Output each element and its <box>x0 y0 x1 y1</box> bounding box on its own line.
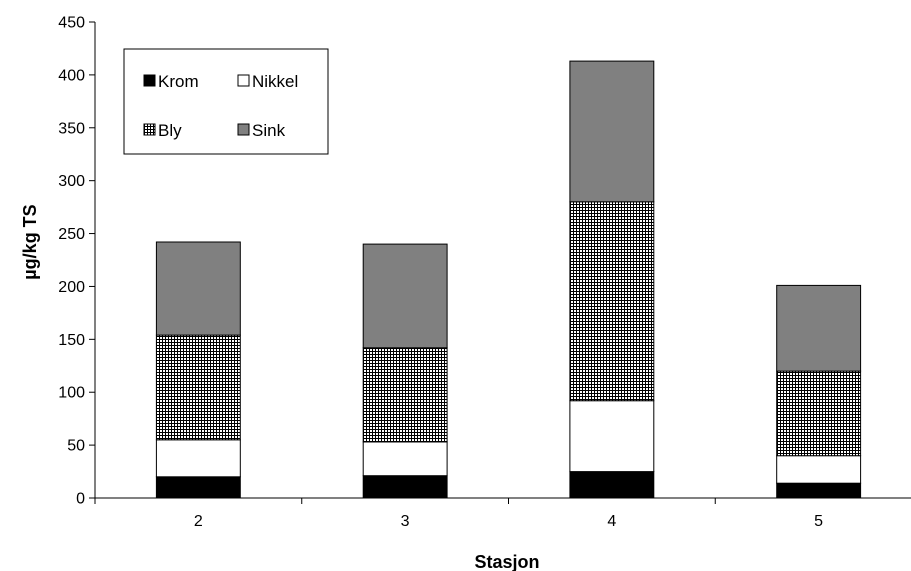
legend-label-bly: Bly <box>158 121 182 140</box>
bar-segment-sink-stasjon-4 <box>569 60 655 203</box>
y-tick-label: 350 <box>58 120 85 137</box>
y-tick-label: 200 <box>58 279 85 296</box>
bar-segment-nikkel-stasjon-2 <box>155 439 241 478</box>
bar-segment-krom-stasjon-4 <box>569 471 655 499</box>
bar-segment-krom-stasjon-5 <box>776 482 862 499</box>
y-tick-label: 50 <box>67 438 85 455</box>
y-tick-label: 450 <box>58 15 85 32</box>
bar-segment-nikkel-stasjon-5 <box>776 455 862 484</box>
bar-segment-nikkel-stasjon-3 <box>362 441 448 477</box>
legend-swatch-krom <box>143 74 156 87</box>
x-tick-label: 5 <box>814 513 823 530</box>
axes: 0 50 100 150 200 250 300 350 400 450 2 3 4 5 <box>58 15 911 530</box>
x-tick-label: 2 <box>194 513 203 530</box>
legend-swatch-nikkel <box>237 74 250 87</box>
bar-segment-bly-stasjon-5 <box>776 370 862 457</box>
legend: Krom Nikkel Bly Sink <box>123 48 329 155</box>
bar-segment-krom-stasjon-2 <box>155 476 241 499</box>
y-tick-label: 150 <box>58 332 85 349</box>
legend-label-sink: Sink <box>252 121 286 140</box>
legend-swatch-sink <box>237 123 250 136</box>
bar-segment-sink-stasjon-3 <box>362 243 448 349</box>
bar-segment-sink-stasjon-5 <box>776 284 862 372</box>
y-tick-label: 0 <box>76 491 85 508</box>
legend-swatch-bly <box>143 123 156 136</box>
legend-label-krom: Krom <box>158 72 199 91</box>
legend-label-nikkel: Nikkel <box>252 72 298 91</box>
x-tick-label: 3 <box>401 513 410 530</box>
legend-box <box>123 48 329 155</box>
bars-layer <box>155 60 862 499</box>
y-tick-label: 300 <box>58 173 85 190</box>
bar-segment-krom-stasjon-3 <box>362 475 448 499</box>
x-tick-label: 4 <box>607 513 616 530</box>
y-tick-label: 400 <box>58 67 85 84</box>
bar-segment-nikkel-stasjon-4 <box>569 400 655 473</box>
bar-segment-bly-stasjon-2 <box>155 334 241 441</box>
bar-segment-bly-stasjon-3 <box>362 347 448 443</box>
y-axis-title: µg/kg TS <box>20 204 40 279</box>
bar-segment-sink-stasjon-2 <box>155 241 241 336</box>
x-axis-title: Stasjon <box>474 552 539 571</box>
bar-segment-bly-stasjon-4 <box>569 201 655 402</box>
y-tick-label: 250 <box>58 226 85 243</box>
y-tick-label: 100 <box>58 385 85 402</box>
